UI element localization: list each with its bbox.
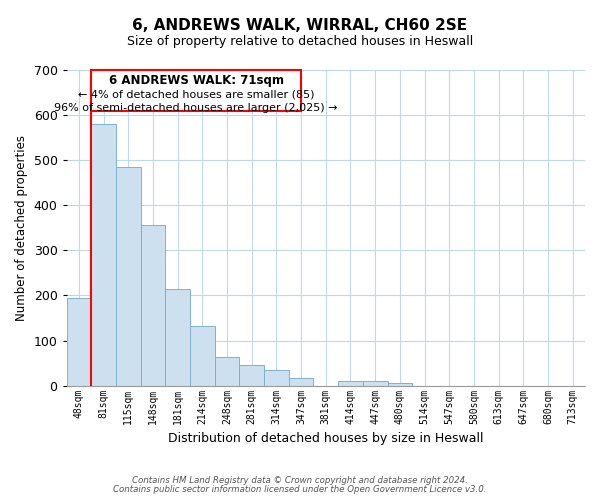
Bar [215,357,239,386]
Text: 6, ANDREWS WALK, WIRRAL, CH60 2SE: 6, ANDREWS WALK, WIRRAL, CH60 2SE [133,18,467,32]
Y-axis label: Number of detached properties: Number of detached properties [15,135,28,321]
X-axis label: Distribution of detached houses by size in Heswall: Distribution of detached houses by size … [168,432,484,445]
Bar [190,326,215,386]
Text: Contains public sector information licensed under the Open Government Licence v3: Contains public sector information licen… [113,485,487,494]
Text: 96% of semi-detached houses are larger (2,025) →: 96% of semi-detached houses are larger (… [55,102,338,113]
Bar [338,381,363,386]
Bar [388,384,412,386]
Bar [67,298,91,386]
Text: Size of property relative to detached houses in Heswall: Size of property relative to detached ho… [127,35,473,48]
Bar [140,224,166,386]
Bar [91,124,116,386]
Bar [239,366,264,386]
Bar [289,378,313,386]
Text: 6 ANDREWS WALK: 71sqm: 6 ANDREWS WALK: 71sqm [109,74,284,87]
Bar [166,288,190,386]
Text: ← 4% of detached houses are smaller (85): ← 4% of detached houses are smaller (85) [78,89,314,99]
Text: Contains HM Land Registry data © Crown copyright and database right 2024.: Contains HM Land Registry data © Crown c… [132,476,468,485]
Bar [363,381,388,386]
Bar [264,370,289,386]
Bar [116,167,140,386]
